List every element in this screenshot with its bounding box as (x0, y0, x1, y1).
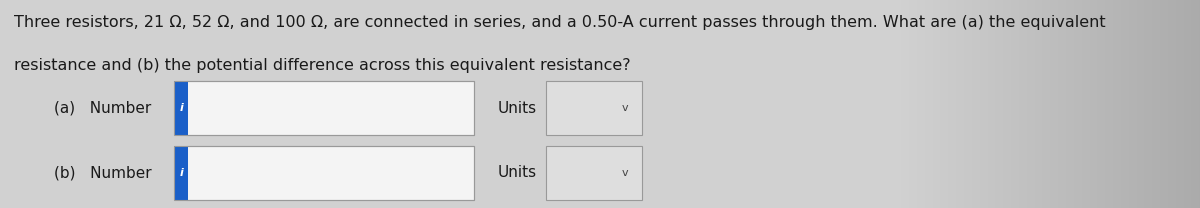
FancyBboxPatch shape (174, 81, 188, 135)
Text: i: i (179, 168, 184, 178)
Text: Units: Units (498, 165, 538, 180)
FancyBboxPatch shape (546, 146, 642, 200)
Text: Three resistors, 21 Ω, 52 Ω, and 100 Ω, are connected in series, and a 0.50-A cu: Three resistors, 21 Ω, 52 Ω, and 100 Ω, … (14, 15, 1106, 30)
Text: v: v (622, 103, 628, 113)
Text: resistance and (b) the potential difference across this equivalent resistance?: resistance and (b) the potential differe… (14, 58, 631, 73)
Text: v: v (622, 168, 628, 178)
FancyBboxPatch shape (174, 146, 188, 200)
FancyBboxPatch shape (186, 81, 474, 135)
Text: Units: Units (498, 101, 538, 116)
Text: (a)   Number: (a) Number (54, 101, 151, 116)
Text: i: i (179, 103, 184, 113)
FancyBboxPatch shape (186, 146, 474, 200)
FancyBboxPatch shape (546, 81, 642, 135)
Text: (b)   Number: (b) Number (54, 165, 151, 180)
